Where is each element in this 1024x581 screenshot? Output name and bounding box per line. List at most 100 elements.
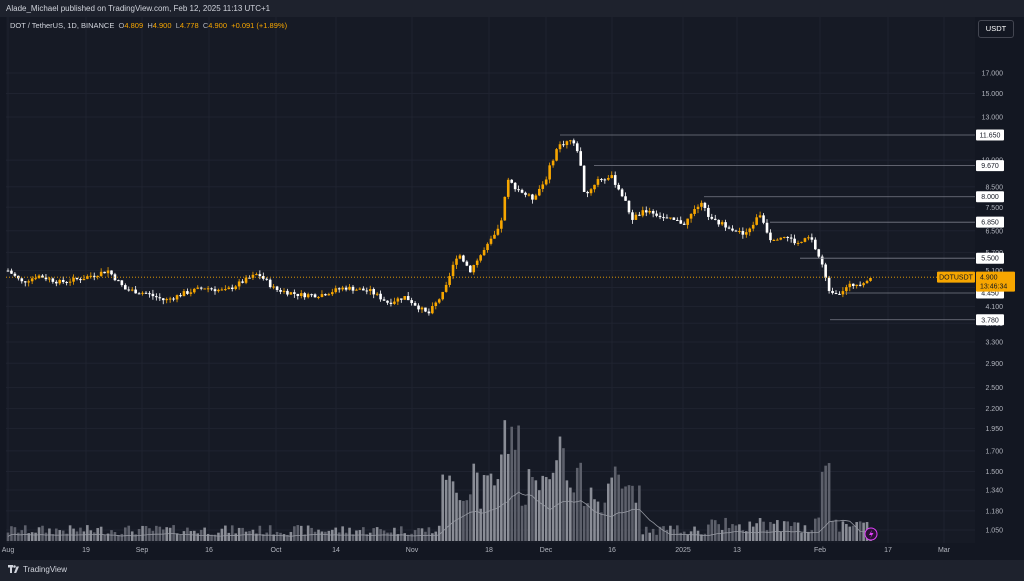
tradingview-logo-icon	[8, 565, 19, 574]
candle-body	[296, 293, 300, 296]
candle-body	[841, 291, 845, 295]
price-axis-label: 3.300	[985, 340, 1003, 347]
candle-body	[582, 165, 586, 192]
volume-bar	[520, 505, 524, 541]
price-axis-label: 2.900	[985, 361, 1003, 368]
currency-button[interactable]: USDT	[978, 20, 1014, 38]
candle-body	[48, 278, 51, 280]
candle-body	[92, 275, 96, 277]
candle-body	[624, 196, 627, 201]
candle-body	[117, 280, 120, 282]
volume-bar	[424, 531, 427, 541]
candle-body	[686, 218, 689, 225]
volume-bar	[27, 533, 30, 541]
candle-body	[341, 287, 344, 290]
level-tag	[976, 129, 1004, 141]
volume-bar	[469, 494, 472, 541]
low-value: 4.778	[179, 21, 199, 30]
candle-body	[258, 274, 262, 277]
volume-bar	[213, 534, 217, 541]
volume-bar	[420, 528, 424, 541]
volume-bar	[696, 530, 700, 541]
volume-bar	[137, 528, 141, 541]
time-axis-label: Mar	[938, 547, 951, 554]
volume-bar	[644, 526, 648, 541]
volume-bar	[365, 534, 369, 541]
time-axis-label: 17	[884, 547, 892, 554]
candle-body	[669, 217, 672, 219]
volume-bar	[20, 530, 24, 541]
volume-bar	[676, 525, 679, 541]
volume-bar	[624, 486, 627, 541]
volume-bar	[669, 525, 672, 541]
candle-body	[562, 144, 565, 146]
volume-bar	[79, 527, 82, 541]
candle-body	[845, 287, 848, 292]
volume-bar	[355, 530, 358, 541]
volume-bar	[724, 517, 727, 541]
volume-bar	[700, 534, 703, 541]
candle-body	[465, 261, 469, 266]
volume-bar	[396, 534, 400, 541]
candle-body	[331, 292, 334, 295]
volume-bar	[631, 485, 634, 541]
candle-body	[424, 307, 427, 312]
volume-bar	[410, 533, 413, 541]
candle-body	[769, 232, 772, 241]
candle-body	[158, 297, 162, 299]
chart-pane[interactable]	[6, 17, 975, 543]
candle-body	[141, 292, 144, 294]
volume-bar	[99, 526, 103, 541]
price-axis-label: 2.200	[985, 406, 1003, 413]
volume-bar	[731, 524, 734, 541]
candle-body	[810, 237, 814, 240]
volume-bar	[575, 467, 579, 541]
candle-body	[603, 179, 607, 181]
candle-body	[717, 219, 720, 225]
time-axis-label: Feb	[814, 547, 826, 554]
candle-body	[20, 278, 24, 282]
candle-body	[486, 243, 489, 251]
volume-bar	[255, 533, 258, 541]
volume-bar	[382, 530, 386, 541]
volume-bar	[51, 534, 55, 541]
candle-body	[265, 278, 269, 280]
volume-bar	[262, 534, 265, 541]
volume-bar	[627, 485, 631, 541]
candle-body	[693, 209, 696, 214]
candle-body	[196, 287, 200, 289]
volume-bar	[272, 534, 275, 541]
price-axis-label: 1.050	[985, 528, 1003, 535]
volume-bar	[769, 522, 772, 541]
candle-body	[776, 239, 779, 241]
volume-bar	[258, 525, 262, 541]
volume-bar	[306, 525, 310, 541]
candle-body	[30, 278, 34, 282]
volume-bar	[620, 488, 624, 541]
candle-body	[61, 279, 65, 283]
candle-body	[793, 238, 796, 244]
candle-body	[313, 294, 317, 298]
volume-bar	[120, 533, 124, 541]
candle-body	[72, 277, 75, 282]
time-axis-label: Dec	[540, 547, 553, 554]
volume-bar	[596, 501, 600, 541]
volume-bar	[465, 500, 469, 541]
volume-bar	[834, 519, 838, 541]
candle-body	[634, 214, 638, 220]
volume-bar	[124, 527, 127, 541]
last-price-tag	[976, 271, 1015, 292]
candle-body	[275, 286, 279, 290]
candle-body	[803, 238, 807, 242]
candle-body	[555, 149, 558, 161]
volume-bar	[75, 531, 79, 541]
volume-bar	[776, 520, 779, 541]
candle-body	[165, 299, 168, 301]
volume-bar	[82, 531, 86, 541]
price-axis-label: 1.500	[985, 469, 1003, 476]
candle-body	[676, 219, 679, 221]
candle-body	[527, 194, 531, 196]
candle-body	[234, 286, 237, 290]
tradingview-logo[interactable]: TradingView	[8, 565, 67, 574]
